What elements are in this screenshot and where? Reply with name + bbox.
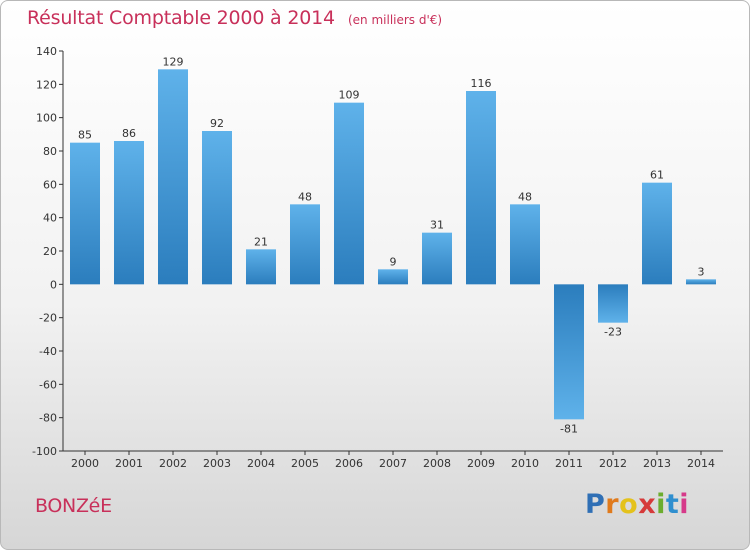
- x-tick-label: 2000: [71, 457, 99, 470]
- y-tick-label: -60: [39, 378, 57, 391]
- logo-letter: o: [619, 489, 639, 520]
- x-tick-label: 2001: [115, 457, 143, 470]
- data-label-2004: 21: [254, 235, 268, 248]
- data-label-2005: 48: [298, 190, 312, 203]
- data-label-2003: 92: [210, 117, 224, 130]
- y-tick-label: -20: [39, 312, 57, 325]
- logo-letter: x: [638, 489, 657, 520]
- data-label-2012: -23: [604, 326, 622, 339]
- data-label-2006: 109: [339, 89, 360, 102]
- x-tick-label: 2003: [203, 457, 231, 470]
- bar-2003[interactable]: [202, 131, 232, 285]
- data-label-2011: -81: [560, 422, 578, 435]
- y-tick-label: 120: [36, 78, 57, 91]
- y-tick-label: 80: [43, 145, 57, 158]
- x-tick-label: 2005: [291, 457, 319, 470]
- y-tick-label: 100: [36, 112, 57, 125]
- data-labels: 85 86 129 92 21 48 109 9 31 116 48 -81 -23 61 3: [78, 55, 705, 435]
- bar-2005[interactable]: [290, 204, 320, 285]
- y-tick-label: -100: [32, 445, 57, 458]
- bar-2014[interactable]: [686, 279, 716, 285]
- logo-letter: i: [679, 489, 690, 520]
- bar-2013[interactable]: [642, 182, 672, 285]
- x-tick-label: 2014: [687, 457, 715, 470]
- bar-2001[interactable]: [114, 141, 144, 285]
- x-tick-label: 2011: [555, 457, 583, 470]
- data-label-2007: 9: [390, 255, 397, 268]
- data-label-2002: 129: [163, 55, 184, 68]
- data-label-2009: 116: [471, 77, 492, 90]
- logo-letter: t: [665, 489, 680, 520]
- data-label-2008: 31: [430, 219, 444, 232]
- y-tick-label: -40: [39, 345, 57, 358]
- bar-2007[interactable]: [378, 269, 408, 285]
- x-tick-label: 2012: [599, 457, 627, 470]
- logo-letter: P: [585, 489, 606, 520]
- x-tick-label: 2009: [467, 457, 495, 470]
- x-tick-label: 2004: [247, 457, 275, 470]
- bar-2002[interactable]: [158, 69, 188, 285]
- axes: -100 -80 -60 -40 -20 0 20 40 60 80 100 120 140 2000 20…: [32, 45, 723, 470]
- bar-2000[interactable]: [70, 142, 100, 285]
- y-tick-label: -80: [39, 412, 57, 425]
- chart-title: Résultat Comptable 2000 à 2014: [27, 7, 335, 29]
- proxiti-logo[interactable]: Proxiti: [585, 489, 689, 520]
- bar-2012[interactable]: [598, 284, 628, 323]
- place-name: BONZéE: [35, 495, 112, 517]
- logo-letter: r: [605, 489, 620, 520]
- y-tick-label: 20: [43, 245, 57, 258]
- x-tick-label: 2002: [159, 457, 187, 470]
- bar-2004[interactable]: [246, 249, 276, 285]
- x-tick-label: 2010: [511, 457, 539, 470]
- chart-subtitle: (en milliers d'€): [347, 13, 443, 27]
- y-tick-label: 60: [43, 178, 57, 191]
- data-label-2014: 3: [698, 265, 705, 278]
- bar-2006[interactable]: [334, 102, 364, 285]
- data-label-2010: 48: [518, 190, 532, 203]
- bar-2011[interactable]: [554, 284, 584, 420]
- bar-2008[interactable]: [422, 232, 452, 285]
- x-tick-label: 2008: [423, 457, 451, 470]
- data-label-2000: 85: [78, 129, 92, 142]
- y-tick-label: 140: [36, 45, 57, 58]
- data-label-2001: 86: [122, 127, 136, 140]
- y-tick-label: 40: [43, 212, 57, 225]
- y-tick-label: 0: [50, 278, 57, 291]
- logo-letter: i: [656, 489, 666, 520]
- data-label-2013: 61: [650, 169, 664, 182]
- title-row: Résultat Comptable 2000 à 2014 (en milli…: [27, 7, 442, 29]
- bar-2010[interactable]: [510, 204, 540, 285]
- bar-2009[interactable]: [466, 91, 496, 285]
- bars: [70, 69, 716, 420]
- x-tick-label: 2013: [643, 457, 671, 470]
- x-tick-label: 2007: [379, 457, 407, 470]
- x-tick-label: 2006: [335, 457, 363, 470]
